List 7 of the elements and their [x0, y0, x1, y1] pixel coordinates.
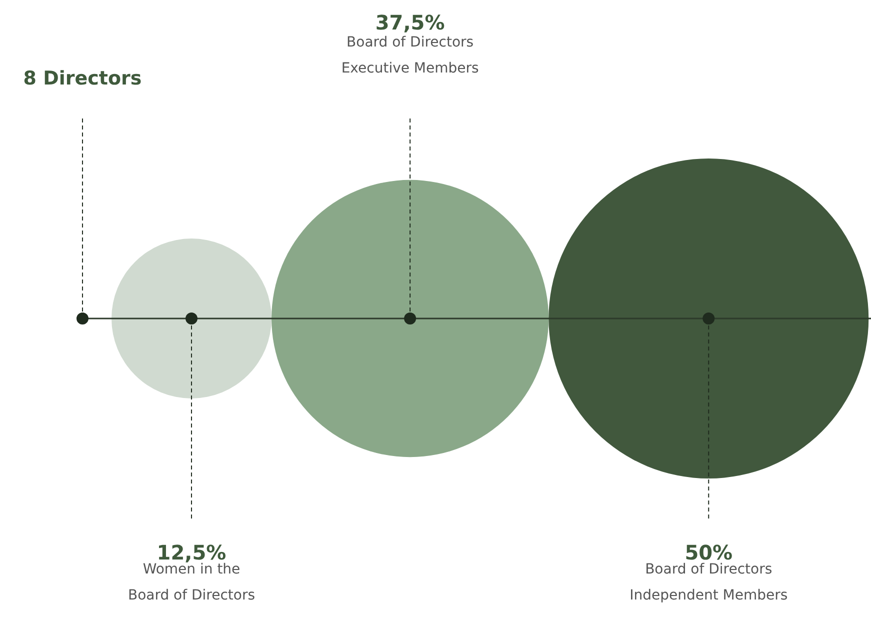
text: 8 Directors [23, 68, 142, 90]
data-label: 37,5% [375, 10, 445, 34]
category-label: Women in the Board of Directors [128, 562, 256, 604]
category-label: Board of Directors Executive Members [341, 34, 479, 76]
category-label: Board of Directors Independent Members [630, 562, 788, 604]
data-label: 12,5% [156, 540, 226, 564]
data-label: 50% [684, 540, 733, 564]
